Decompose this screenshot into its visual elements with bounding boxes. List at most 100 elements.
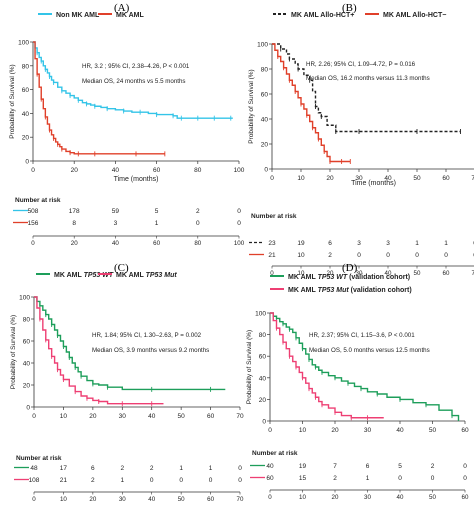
p1-x-tick-label: 0	[31, 167, 35, 174]
p4-risk-value: 40	[266, 463, 274, 470]
p1-x-tick-label: 60	[153, 167, 161, 174]
p3-risk-value: 0	[209, 477, 213, 484]
p4-risk-value: 2	[333, 475, 337, 482]
p4-risk-value: 60	[266, 475, 274, 482]
p3-legend-text: MK AML	[54, 272, 84, 279]
p2-risk-value: 2	[328, 252, 332, 259]
p3-risk-tick-label: 40	[148, 496, 155, 503]
p2-risk-title: Number at risk	[251, 213, 297, 220]
p2-risk-value: 1	[415, 240, 419, 247]
p4-risk-value: 6	[366, 463, 370, 470]
p1-risk-tick-label: 40	[112, 240, 119, 247]
p2-y-tick-label: 80	[261, 67, 269, 74]
p4-annotation: Median OS, 5.0 months versus 12.5 months	[309, 347, 430, 354]
p3-x-tick-label: 10	[60, 413, 68, 420]
panel-label-b: (B)	[342, 2, 357, 14]
p3-legend-text: MK AML	[116, 272, 146, 279]
p3-y-tick-label: 100	[19, 295, 30, 302]
p2-x-tick-label: 40	[384, 175, 392, 182]
p1-risk-value: 3	[114, 220, 118, 227]
p3-risk-tick-label: 0	[32, 496, 36, 503]
p3-risk-value: 1	[179, 465, 183, 472]
p4-risk-value: 2	[431, 463, 435, 470]
p4-risk-value: 0	[398, 475, 402, 482]
p2-risk-tick-label: 0	[270, 270, 274, 277]
p4-x-tick-label: 60	[461, 427, 469, 434]
p4-y-tick-label: 100	[255, 311, 266, 318]
p4-risk-tick-label: 40	[397, 494, 404, 501]
p2-risk-tick-label: 40	[385, 270, 392, 277]
p3-risk-tick-label: 70	[237, 496, 244, 503]
p4-legend-suffix: (validation cohort)	[347, 274, 410, 281]
p2-risk-tick-label: 50	[414, 270, 421, 277]
p1-risk-tick-label: 60	[153, 240, 160, 247]
panel-label-c: (C)	[114, 262, 129, 274]
p1-risk-value: 59	[112, 208, 120, 215]
p4-annotation: HR, 2.37; 95% CI, 1.15–3.6, P < 0.001	[309, 332, 415, 339]
p3-annotation: Median OS, 3.9 months versus 9.2 months	[92, 347, 209, 354]
p3-x-tick-label: 0	[32, 413, 36, 420]
p1-y-tick-label: 40	[22, 111, 30, 118]
p2-y-tick-label: 40	[261, 117, 269, 124]
p3-risk-value: 108	[29, 477, 40, 484]
p2-x-tick-label: 30	[355, 175, 363, 182]
p4-risk-tick-label: 30	[364, 494, 371, 501]
p3-legend-gene: TP53 WT	[84, 272, 114, 279]
p1-y-axis-label: Probability of Survival (%)	[9, 64, 16, 138]
p2-x-tick-label: 20	[326, 175, 334, 182]
p3-risk-value: 2	[91, 477, 95, 484]
p4-legend-label-2: MK AML TP53 Mut (validation cohort)	[288, 287, 412, 294]
p4-y-tick-label: 80	[259, 332, 267, 339]
p2-risk-value: 10	[297, 252, 305, 259]
p2-risk-value: 3	[386, 240, 390, 247]
p2-x-axis-label: Time (months)	[351, 180, 396, 187]
p2-risk-value: 21	[268, 252, 276, 259]
p4-y-axis-label: Probability of Survival (%)	[246, 330, 253, 404]
p3-risk-value: 1	[209, 465, 213, 472]
p1-risk-tick-label: 100	[234, 240, 245, 247]
p2-annotation: HR, 2.26; 95% CI, 1.09–4.72, P = 0.016	[306, 61, 416, 68]
p3-legend-label-1: MK AML TP53 WT	[54, 272, 114, 279]
p4-x-tick-label: 20	[331, 427, 339, 434]
p4-risk-value: 0	[463, 463, 467, 470]
p4-risk-value: 1	[366, 475, 370, 482]
p2-y-tick-label: 100	[257, 42, 268, 49]
p1-y-tick-label: 60	[22, 87, 30, 94]
p4-x-tick-label: 10	[299, 427, 307, 434]
p2-risk-value: 3	[357, 240, 361, 247]
p4-legend-text: MK AML	[288, 287, 318, 294]
p4-risk-tick-label: 50	[429, 494, 436, 501]
p1-risk-tick-label: 80	[194, 240, 201, 247]
p4-x-tick-label: 30	[364, 427, 372, 434]
p4-risk-value: 5	[398, 463, 402, 470]
p4-risk-tick-label: 60	[462, 494, 469, 501]
p1-risk-tick-label: 20	[71, 240, 78, 247]
p3-risk-value: 0	[238, 465, 242, 472]
p1-risk-title: Number at risk	[15, 197, 61, 204]
p1-x-tick-label: 80	[194, 167, 202, 174]
p2-risk-value: 1	[444, 240, 448, 247]
p2-risk-value: 0	[357, 252, 361, 259]
p2-series-line-2	[272, 43, 351, 163]
p1-series-line-2	[33, 41, 165, 155]
p3-x-tick-label: 70	[236, 413, 244, 420]
p2-x-tick-label: 10	[297, 175, 305, 182]
p1-x-tick-label: 40	[112, 167, 120, 174]
p1-y-tick-label: 100	[18, 40, 29, 47]
p1-y-tick-label: 20	[22, 135, 30, 142]
p1-legend-label-2: MK AML	[116, 12, 144, 19]
p4-y-tick-label: 20	[259, 397, 267, 404]
p2-y-tick-label: 20	[261, 142, 269, 149]
p1-y-tick-label: 0	[25, 159, 29, 166]
p3-annotation: HR, 1.84; 95% CI, 1.30–2.63, P = 0.002	[92, 332, 202, 339]
p4-risk-tick-label: 0	[268, 494, 272, 501]
p2-x-tick-label: 50	[413, 175, 421, 182]
p4-y-tick-label: 40	[259, 375, 267, 382]
p2-risk-value: 19	[297, 240, 305, 247]
p3-x-tick-label: 60	[207, 413, 215, 420]
p3-x-tick-label: 40	[148, 413, 156, 420]
p3-y-axis-label: Probability of Survival (%)	[10, 315, 17, 389]
p4-risk-value: 19	[299, 463, 307, 470]
